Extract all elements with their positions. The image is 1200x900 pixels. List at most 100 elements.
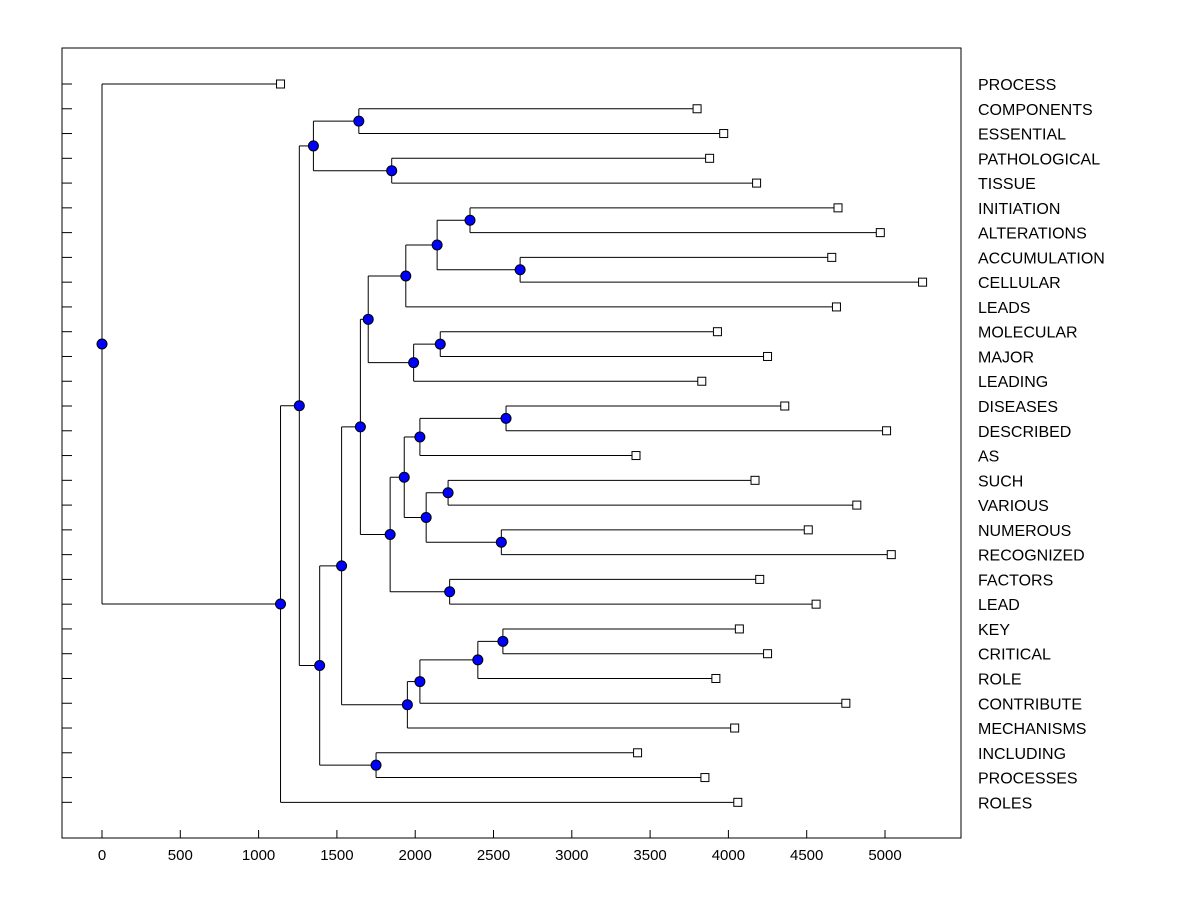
- leaf-marker: [841, 698, 851, 708]
- cluster-node: [362, 313, 374, 325]
- leaf-label: FACTORS: [978, 572, 1053, 589]
- leaf-label: COMPONENTS: [978, 102, 1093, 119]
- x-axis: 0 500 1000 1500 2000 2500 3000 3500 4000 4500 5000: [98, 830, 902, 864]
- cluster-node: [353, 115, 365, 127]
- leaf-marker: [827, 252, 837, 262]
- x-tick-label: 4500: [790, 847, 823, 864]
- leaf-label: ACCUMULATION: [978, 250, 1105, 267]
- leaf-labels: PROCESS COMPONENTS ESSENTIAL PATHOLOGICAL TI…: [978, 77, 1105, 812]
- cluster-node: [336, 560, 348, 572]
- leaf-marker: [831, 302, 841, 312]
- cluster-node: [384, 529, 396, 541]
- leaf-label: LEAD: [978, 597, 1020, 614]
- cluster-node: [431, 239, 443, 251]
- leaf-marker: [918, 277, 928, 287]
- leaf-marker: [755, 574, 765, 584]
- x-tick-label: 3000: [555, 847, 588, 864]
- cluster-node: [408, 357, 420, 369]
- x-tick-label: 3500: [633, 847, 666, 864]
- leaf-marker: [633, 748, 643, 758]
- cluster-node: [293, 400, 305, 412]
- leaf-marker: [811, 599, 821, 609]
- leaf-marker: [763, 649, 773, 659]
- leaf-label: CELLULAR: [978, 275, 1061, 292]
- leaf-marker: [719, 129, 729, 139]
- leaf-label: RECOGNIZED: [978, 548, 1085, 565]
- leaf-label: INITIATION: [978, 201, 1060, 218]
- x-tick-label: 1500: [320, 847, 353, 864]
- x-tick-label: 2500: [477, 847, 510, 864]
- x-tick-label: 4000: [712, 847, 745, 864]
- cluster-node: [398, 471, 410, 483]
- cluster-node: [275, 598, 287, 610]
- node-markers: [96, 115, 526, 771]
- cluster-node: [386, 165, 398, 177]
- leaf-label: NUMEROUS: [978, 523, 1071, 540]
- x-tick-label: 1000: [242, 847, 275, 864]
- leaf-marker: [712, 327, 722, 337]
- leaf-marker: [875, 228, 885, 238]
- leaf-marker: [852, 500, 862, 510]
- leaf-marker: [631, 451, 641, 461]
- cluster-node: [442, 487, 454, 499]
- leaf-label: DISEASES: [978, 399, 1058, 416]
- leaf-label: ESSENTIAL: [978, 127, 1066, 144]
- cluster-node: [370, 759, 382, 771]
- leaf-label: ALTERATIONS: [978, 226, 1087, 243]
- cluster-node: [464, 214, 476, 226]
- x-tick-label: 500: [168, 847, 193, 864]
- cluster-node: [420, 511, 432, 523]
- cluster-node: [500, 412, 512, 424]
- left-tick-marks: [62, 83, 72, 803]
- cluster-node: [400, 270, 412, 282]
- cluster-node: [497, 635, 509, 647]
- cluster-node: [414, 431, 426, 443]
- leaf-label: LEADING: [978, 374, 1048, 391]
- leaf-marker: [833, 203, 843, 213]
- leaf-marker: [780, 401, 790, 411]
- leaf-marker: [697, 376, 707, 386]
- leaf-marker: [752, 178, 762, 188]
- leaf-label: ROLE: [978, 671, 1022, 688]
- dendrogram-links: [101, 83, 923, 803]
- cluster-node: [434, 338, 446, 350]
- leaf-label: CONTRIBUTE: [978, 696, 1082, 713]
- x-tick-label: 2000: [399, 847, 432, 864]
- leaf-label: AS: [978, 449, 999, 466]
- cluster-node: [96, 338, 108, 350]
- leaf-label: TISSUE: [978, 176, 1036, 193]
- leaf-label: KEY: [978, 622, 1010, 639]
- leaf-marker: [705, 153, 715, 163]
- leaf-label: VARIOUS: [978, 498, 1049, 515]
- leaf-label: CRITICAL: [978, 647, 1051, 664]
- leaf-label: MAJOR: [978, 349, 1034, 366]
- leaf-label: DESCRIBED: [978, 424, 1071, 441]
- leaf-marker: [734, 624, 744, 634]
- leaf-label: MOLECULAR: [978, 325, 1078, 342]
- leaf-marker: [711, 673, 721, 683]
- cluster-node: [307, 140, 319, 152]
- cluster-node: [472, 654, 484, 666]
- leaf-label: SUCH: [978, 473, 1023, 490]
- leaf-marker: [886, 550, 896, 560]
- leaf-label: INCLUDING: [978, 746, 1066, 763]
- cluster-node: [314, 660, 326, 672]
- leaf-markers: [276, 79, 928, 807]
- cluster-node: [401, 699, 413, 711]
- cluster-node: [354, 421, 366, 433]
- leaf-marker: [803, 525, 813, 535]
- leaf-marker: [276, 79, 286, 89]
- cluster-node: [414, 676, 426, 688]
- leaf-marker: [700, 773, 710, 783]
- cluster-node: [495, 536, 507, 548]
- x-tick-label: 0: [98, 847, 106, 864]
- leaf-label: PROCESS: [978, 77, 1056, 94]
- leaf-label: PROCESSES: [978, 771, 1078, 788]
- leaf-label: PATHOLOGICAL: [978, 151, 1100, 168]
- cluster-node: [514, 264, 526, 276]
- leaf-label: ROLES: [978, 795, 1032, 812]
- x-tick-label: 5000: [868, 847, 901, 864]
- leaf-marker: [763, 351, 773, 361]
- leaf-marker: [750, 475, 760, 485]
